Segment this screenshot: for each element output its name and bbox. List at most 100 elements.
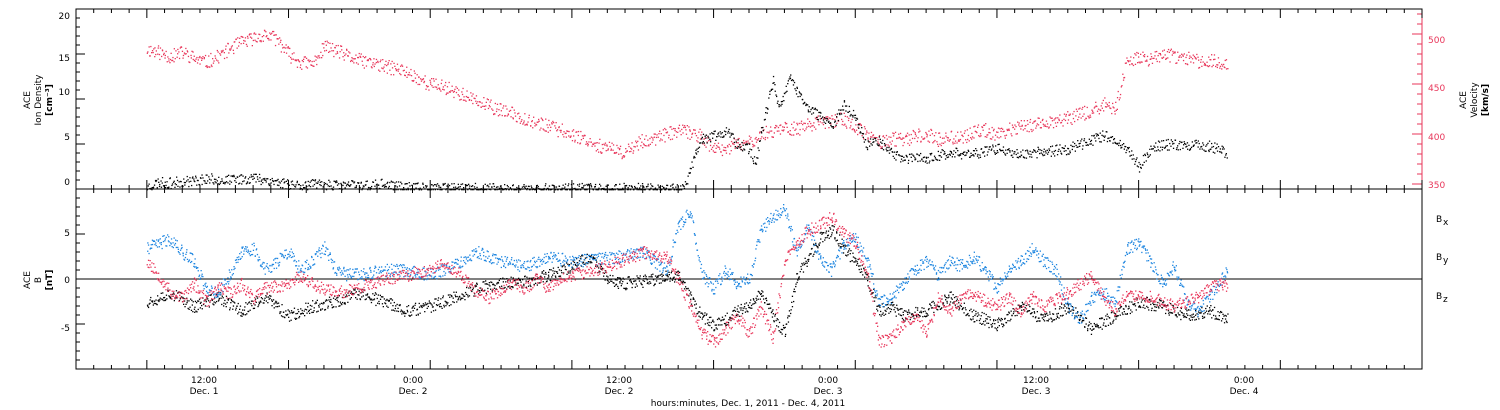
velocity-point <box>567 130 569 132</box>
density-point <box>158 185 161 188</box>
Bx-point <box>690 303 693 305</box>
Bx-point <box>645 277 647 280</box>
density-point <box>745 143 747 145</box>
density-point <box>915 158 917 160</box>
velocity-point <box>1063 113 1066 115</box>
velocity-point <box>555 122 557 124</box>
density-point <box>1075 144 1077 147</box>
velocity-point <box>834 114 836 116</box>
series-velocity <box>146 29 1229 160</box>
velocity-point <box>1108 105 1110 107</box>
density-point <box>695 153 698 155</box>
Bx-point <box>650 274 653 276</box>
velocity-point <box>656 134 658 136</box>
velocity-point <box>440 82 442 85</box>
velocity-point <box>721 154 724 157</box>
velocity-point <box>401 65 404 67</box>
Bx-point <box>912 315 914 318</box>
Bx-point <box>618 277 620 279</box>
density-point <box>184 181 187 184</box>
velocity-point <box>713 151 716 153</box>
velocity-point <box>885 134 888 137</box>
x-tick-date: Dec. 3 <box>814 387 843 397</box>
velocity-point <box>223 57 226 60</box>
density-point <box>1187 148 1189 150</box>
velocity-point <box>164 57 166 59</box>
velocity-point <box>577 134 579 137</box>
density-point <box>449 189 451 191</box>
density-point <box>867 140 869 142</box>
density-point <box>288 188 291 190</box>
density-point <box>409 185 411 187</box>
velocity-point <box>1134 53 1136 55</box>
density-point <box>871 144 873 146</box>
Bx-point <box>970 308 972 310</box>
density-point <box>1079 145 1081 147</box>
Bx-point <box>484 289 486 291</box>
Bx-point <box>188 308 190 310</box>
Bx-point <box>511 286 513 288</box>
Bx-point <box>674 273 677 275</box>
density-point <box>1038 148 1040 150</box>
velocity-point <box>732 142 734 144</box>
bottom-left-axis-title-line: [nT] <box>45 270 55 291</box>
Bx-point <box>883 306 885 308</box>
velocity-point <box>844 115 846 117</box>
Bx-point <box>927 314 929 316</box>
density-point <box>976 155 979 157</box>
velocity-point <box>357 63 359 65</box>
velocity-point <box>871 136 873 138</box>
Bx-point <box>512 286 514 288</box>
Bx-point <box>260 297 263 299</box>
velocity-point <box>491 108 493 110</box>
density-point <box>204 180 206 182</box>
density-point <box>273 183 275 186</box>
velocity-point <box>931 133 934 135</box>
velocity-point <box>212 58 214 60</box>
Bx-point <box>766 303 768 305</box>
density-point <box>767 108 769 110</box>
velocity-point <box>460 98 462 101</box>
velocity-point <box>772 136 774 138</box>
density-point <box>358 182 360 184</box>
density-point <box>174 183 176 185</box>
Bx-point <box>831 225 833 227</box>
density-point <box>790 74 792 76</box>
density-point <box>392 189 394 191</box>
Bx-point <box>336 297 338 299</box>
density-point <box>563 187 565 190</box>
Bx-point <box>152 304 154 306</box>
density-point <box>1063 147 1065 150</box>
Bx-point <box>238 311 240 313</box>
density-point <box>261 179 263 181</box>
velocity-point <box>486 98 488 100</box>
Bx-point <box>530 277 532 279</box>
velocity-point <box>193 55 195 57</box>
density-point <box>448 184 451 187</box>
density-point <box>178 181 180 183</box>
velocity-point <box>462 87 464 90</box>
velocity-point <box>938 132 941 134</box>
Bx-point <box>681 282 684 284</box>
Bx-point <box>639 275 641 277</box>
density-point <box>1027 150 1029 152</box>
density-point <box>218 176 220 178</box>
legend-label: B <box>1436 292 1442 302</box>
density-point <box>754 163 757 165</box>
velocity-point <box>682 132 684 134</box>
Bx-point <box>493 287 496 289</box>
velocity-point <box>207 66 209 68</box>
Bx-point <box>873 297 875 299</box>
density-point <box>1037 150 1039 152</box>
density-point <box>935 158 937 160</box>
velocity-point <box>717 146 719 148</box>
velocity-point <box>267 37 269 40</box>
velocity-point <box>538 118 540 121</box>
Bx-point <box>854 261 856 263</box>
velocity-point <box>1051 120 1054 122</box>
density-point <box>540 189 543 191</box>
Bx-point <box>704 312 706 314</box>
density-point <box>754 162 757 164</box>
Bx-point <box>984 324 986 326</box>
velocity-point <box>812 124 814 127</box>
